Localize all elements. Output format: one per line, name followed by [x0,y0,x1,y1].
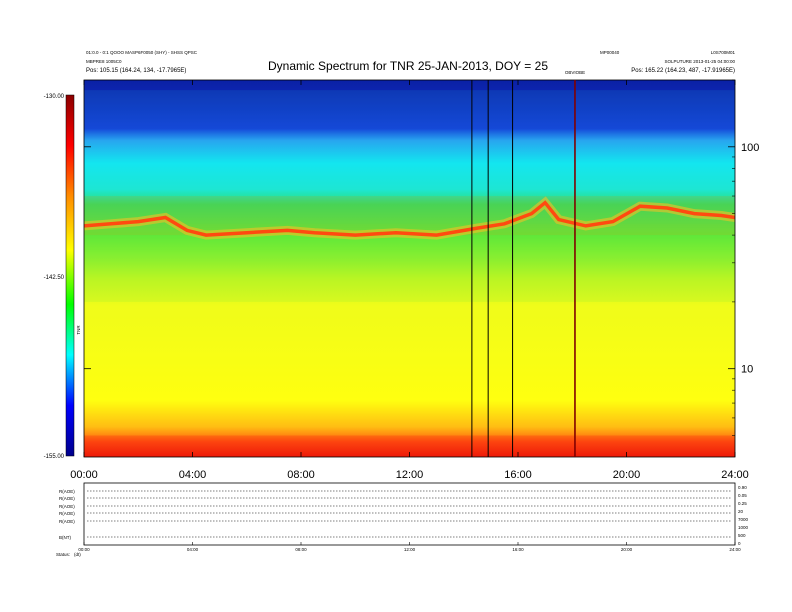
x-tick-label: 20:00 [613,469,641,481]
ephemeris-scale-label: 20 [738,509,744,514]
ephemeris-row-label: B(NT) [59,535,71,540]
x-tick-label: 00:00 [70,469,98,481]
y-tick-label: 10 [741,364,753,376]
y-tick-label: 100 [741,142,759,154]
ephemeris-scale-label: 500 [738,533,746,538]
header-right-line3: SOLPUTURE 2013-01-25 04:00:00 [664,59,735,64]
ephemeris-scale-label: 1000 [738,525,749,530]
ephemeris-x-tick-label: 04:00 [187,547,199,552]
ephemeris-row-label: R(AOE) [59,489,75,494]
chart-title: Dynamic Spectrum for TNR 25-JAN-2013, DO… [268,59,548,73]
ephemeris-scale-label: 0.25 [738,501,747,506]
header-right-line4: Pos: 165.22 (164.23, 487, -17.91965E) [631,68,735,74]
event-marker-label: OBVIOBE [565,70,585,75]
spectrum-band [84,90,735,197]
header-left-line2: MBPRE8 1005C0 [86,59,122,64]
status-value: (dt) [74,552,81,557]
header-left-line3: Pos: 105.15 (164.24, 134, -17.7965E) [86,68,186,74]
x-tick-label: 04:00 [179,469,207,481]
x-tick-label: 12:00 [396,469,424,481]
spectrum-background [84,80,735,457]
ephemeris-row-label: R(AOE) [59,504,75,509]
ephemeris-row-label: R(AOE) [59,496,75,501]
ephemeris-row-label: R(AOE) [59,519,75,524]
spectrum-band [84,301,735,436]
spectrogram [84,80,735,457]
ephemeris-scale-label: 0.05 [738,493,747,498]
ephemeris-panel-frame [83,482,736,546]
ephemeris-scale-label: 0.90 [738,485,747,490]
ephemeris-x-tick-label: 00:00 [78,547,90,552]
ephemeris-scale-label: 0 [738,541,741,546]
ephemeris-x-tick-label: 24:00 [729,547,741,552]
plasma-line [84,200,735,237]
x-tick-label: 16:00 [504,469,532,481]
x-tick-label: 24:00 [721,469,749,481]
colorbar-label-mid: -142.50 [44,275,65,281]
colorbar-label-bottom: -155.00 [44,454,65,460]
colorbar-label-top: -130.00 [44,94,65,100]
header-right-line1: MP00040 [600,50,620,55]
x-tick-label: 08:00 [287,469,315,481]
ephemeris-x-tick-label: 08:00 [295,547,307,552]
spectrum-band [84,80,735,130]
ephemeris-x-tick-label: 16:00 [512,547,524,552]
header-left-line1: 01:0.0 - 0:1 QOOO MASP6F0050 (SHY) - SHS… [86,50,198,55]
header-right-line2: L0S700M01 [711,50,736,55]
colorbar-side-label: TNR [76,325,81,335]
ephemeris-x-tick-label: 20:00 [621,547,633,552]
colorbar [65,94,75,457]
spectrum-band [84,435,735,457]
ephemeris-row-label: R(AOE) [59,511,75,516]
ephemeris-x-tick-label: 12:00 [404,547,416,552]
status-label: Status: [56,552,70,557]
ephemeris-scale-label: 7000 [738,517,749,522]
